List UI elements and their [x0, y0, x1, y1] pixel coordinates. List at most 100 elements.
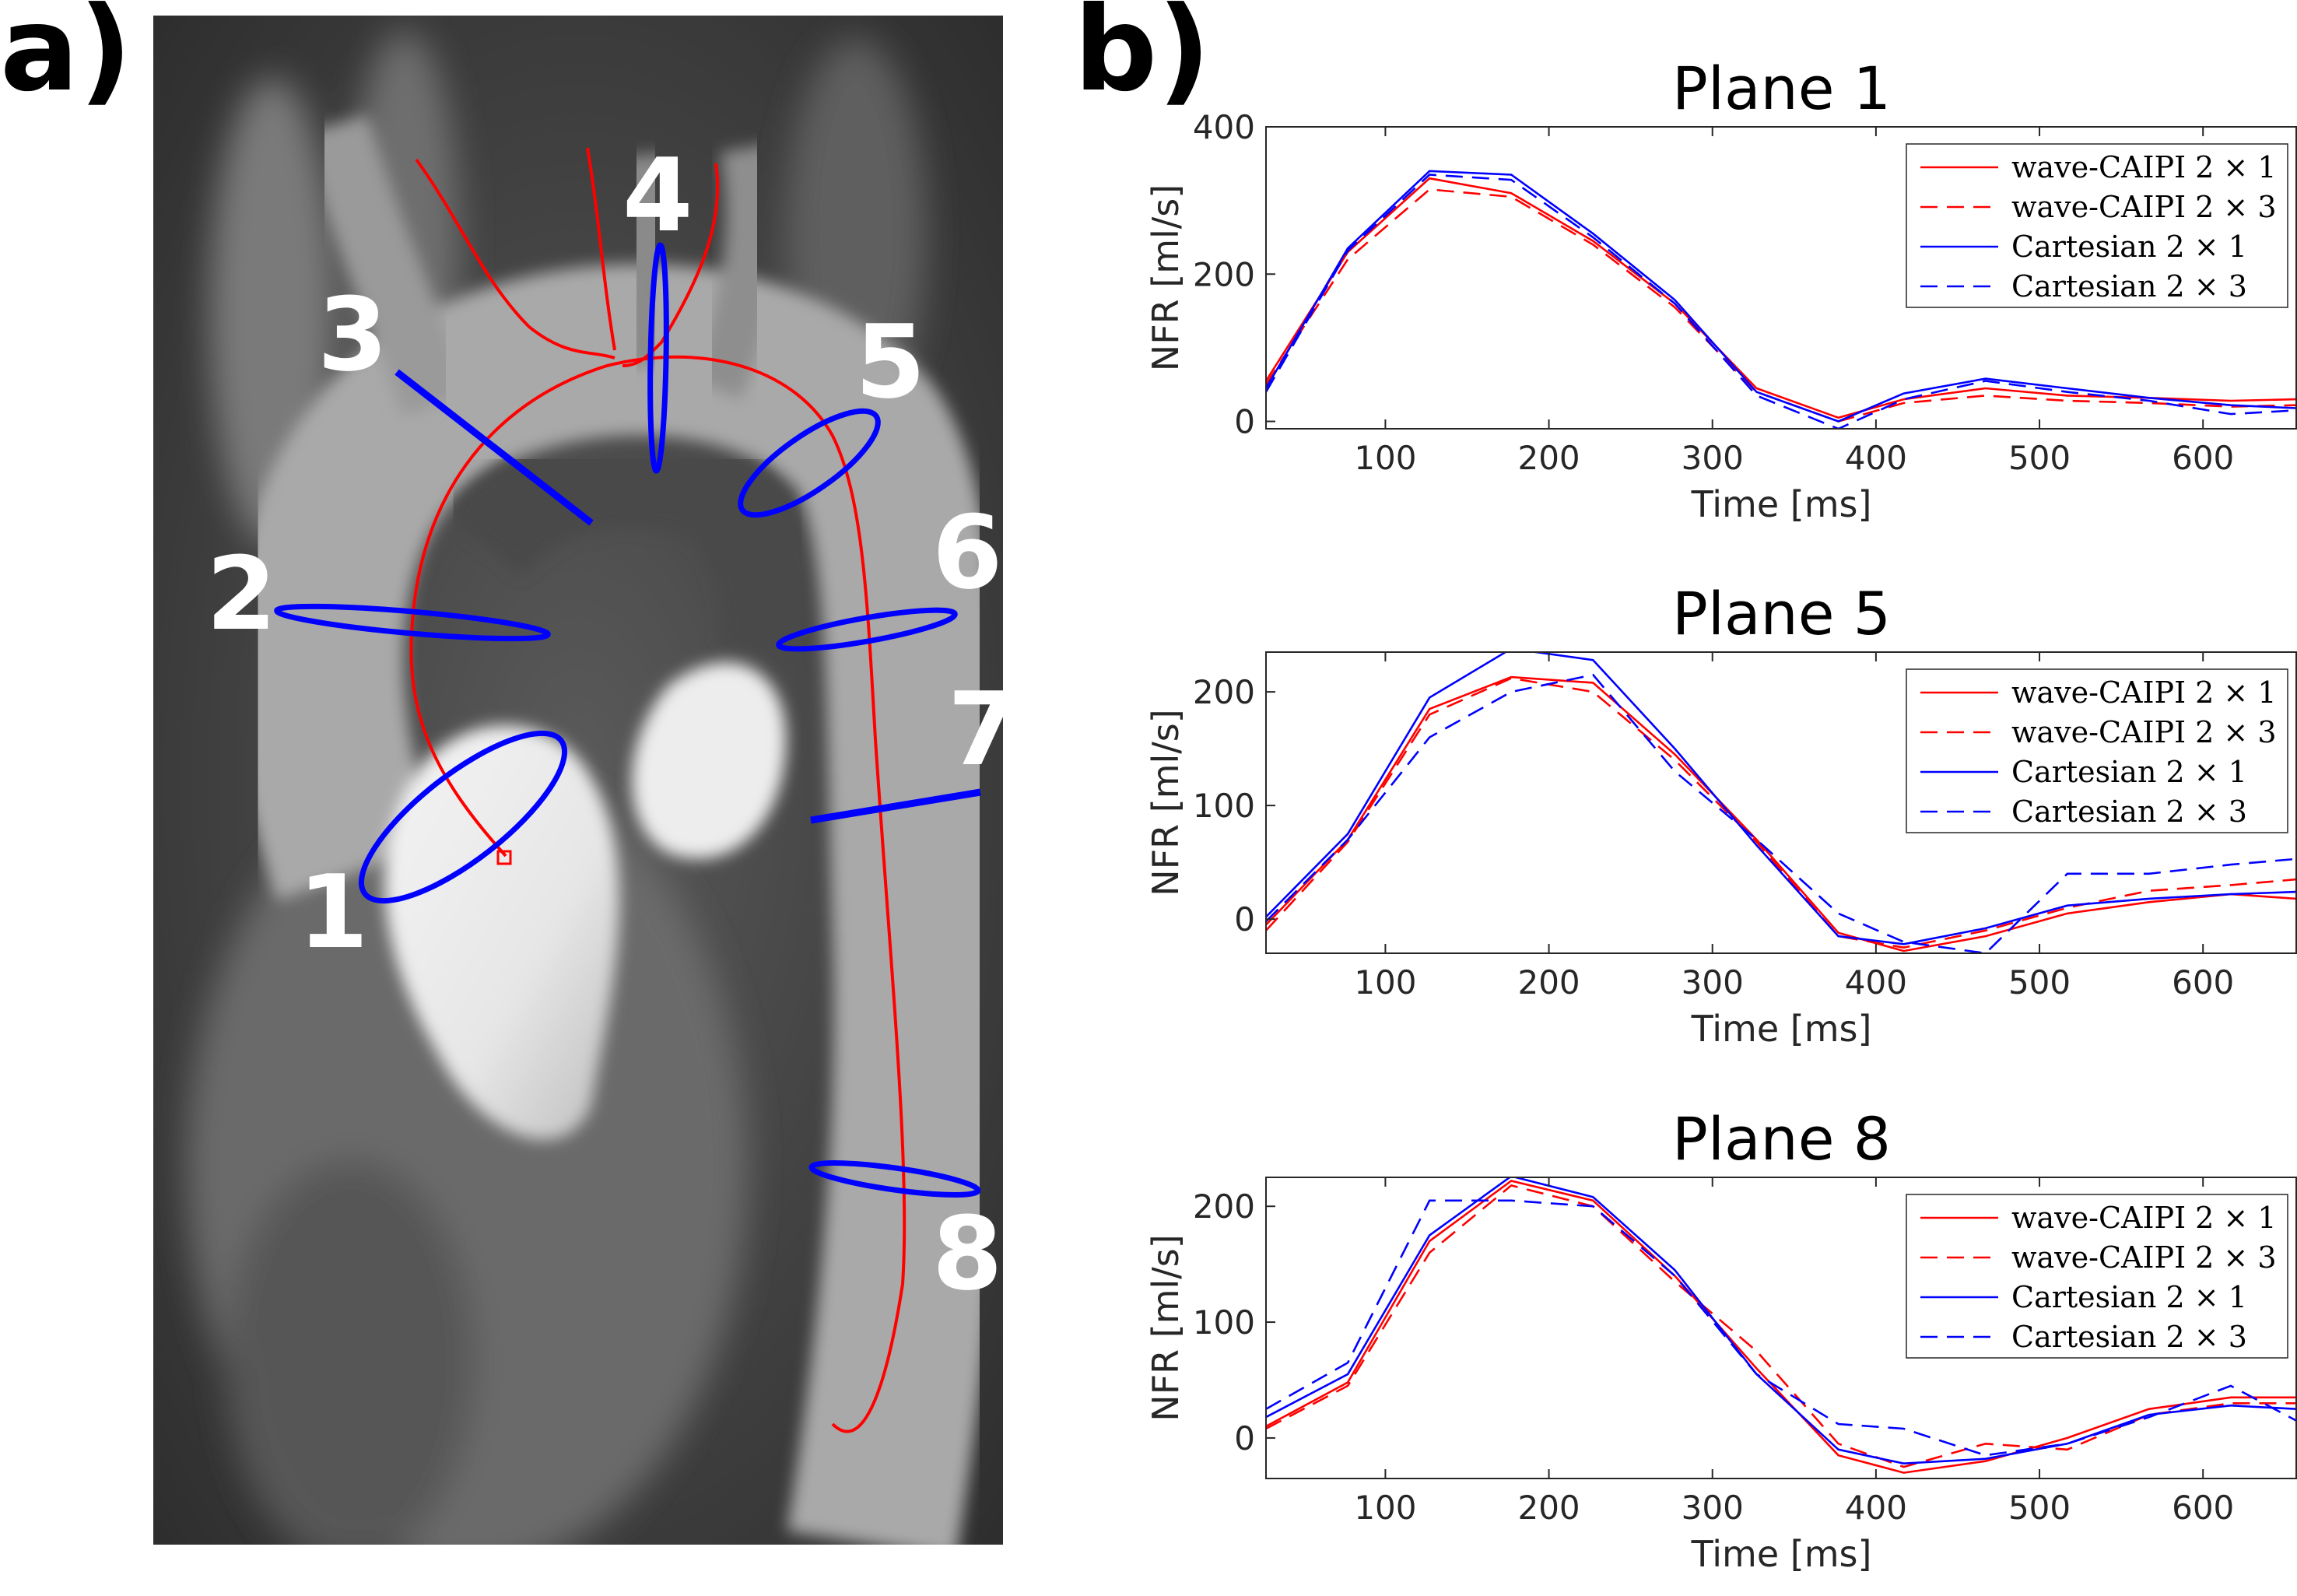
y-tick-label: 100 [1193, 787, 1255, 825]
bright-ventricle [384, 725, 620, 1140]
plane-outline-8 [808, 1160, 981, 1198]
legend-entry-2: wave-CAIPI 2 × 3 [2011, 1240, 2277, 1275]
y-axis-label: NFR [ml/s] [1145, 1234, 1187, 1421]
legend-entry-1: wave-CAIPI 2 × 1 [2011, 675, 2277, 710]
analysis-planes [274, 242, 981, 1198]
branch-centerline-1 [415, 158, 615, 360]
branch-centerline-3 [622, 163, 720, 367]
chart-title: Plane 8 [1672, 1104, 1891, 1173]
y-tick-label: 100 [1193, 1303, 1255, 1342]
x-tick-label: 300 [1682, 1489, 1744, 1527]
chart-1: Plane 1 100 200 300 400 500 600 0 200 400 Time [ms… [1145, 54, 2297, 525]
branch-centerline-2 [586, 147, 616, 351]
mri-image [153, 16, 1003, 1545]
series-line-2 [1266, 677, 2296, 949]
legend-box [1906, 143, 2288, 308]
legend-entry-2: wave-CAIPI 2 × 3 [2011, 190, 2277, 224]
x-axis-label: Time [ms] [1691, 1008, 1872, 1050]
plane-outline-4 [647, 242, 669, 474]
series-group [1266, 170, 2296, 429]
plane-number-7: 7 [948, 670, 1018, 788]
y-axis-label: NFR [ml/s] [1145, 184, 1187, 371]
series-line-1 [1266, 177, 2296, 419]
series-line-4 [1266, 1199, 2296, 1457]
panel-a-label: a) [0, 0, 132, 118]
series-group [1266, 1177, 2296, 1474]
y-axis-label: NFR [ml/s] [1145, 709, 1187, 896]
x-tick-label: 200 [1517, 963, 1580, 1001]
x-tick-label: 400 [1845, 439, 1907, 477]
y-tick-label: 200 [1193, 673, 1255, 711]
legend-entry-1: wave-CAIPI 2 × 1 [2011, 1201, 2277, 1235]
legend-entry-3: Cartesian 2 × 1 [2011, 230, 2247, 264]
legend-entry-2: wave-CAIPI 2 × 3 [2011, 715, 2277, 749]
axes-box [1265, 1177, 2297, 1479]
inner-arch-shadow [443, 426, 823, 662]
plane-outline-5 [738, 408, 881, 518]
legend-box [1906, 668, 2288, 833]
x-tick-label: 600 [2172, 439, 2234, 477]
legend-entry-1: wave-CAIPI 2 × 1 [2011, 150, 2277, 184]
series-line-1 [1266, 675, 2296, 952]
plane-number-4: 4 [622, 136, 693, 254]
plane-number-2: 2 [206, 535, 276, 653]
x-tick-label: 100 [1354, 963, 1416, 1001]
plane-outline-1 [358, 730, 568, 904]
aortic-arch [232, 264, 1003, 1545]
y-tick-label: 0 [1234, 900, 1255, 938]
x-tick-label: 100 [1354, 1489, 1416, 1527]
chart-2: Plane 5 100 200 300 400 500 600 0 100 200 Time [ms… [1145, 579, 2297, 1050]
x-axis-label: Time [ms] [1691, 483, 1872, 525]
x-tick-label: 500 [2008, 1489, 2071, 1527]
chart-panel: Plane 1 100 200 300 400 500 600 0 200 400 Time [ms… [1145, 54, 2297, 1575]
y-tick-label: 400 [1193, 108, 1255, 146]
x-tick-label: 100 [1354, 439, 1416, 477]
chart-3: Plane 8 100 200 300 400 500 600 0 100 200 Time [ms… [1145, 1104, 2297, 1575]
plane-number-3: 3 [317, 275, 388, 394]
x-tick-label: 300 [1682, 439, 1744, 477]
legend-entry-4: Cartesian 2 × 3 [2011, 269, 2247, 303]
x-axis-label: Time [ms] [1691, 1533, 1872, 1575]
plane-outline-7 [810, 788, 981, 824]
bright-atrium [632, 662, 786, 859]
axes-box [1265, 126, 2297, 430]
y-tick-label: 0 [1234, 403, 1255, 441]
plane-number-6: 6 [932, 493, 1002, 612]
axes-box [1265, 651, 2297, 954]
legend-entry-3: Cartesian 2 × 1 [2011, 755, 2247, 789]
plane-outline-6 [776, 607, 958, 652]
y-tick-label: 200 [1193, 1187, 1255, 1226]
x-tick-label: 500 [2008, 439, 2071, 477]
x-tick-label: 400 [1845, 1489, 1907, 1527]
x-tick-label: 400 [1845, 963, 1907, 1001]
x-tick-label: 600 [2172, 963, 2234, 1001]
plane-number-labels: 1 2 3 4 5 6 7 8 [206, 136, 1018, 1313]
x-tick-label: 600 [2172, 1489, 2234, 1527]
x-tick-label: 500 [2008, 963, 2071, 1001]
series-group [1266, 652, 2296, 953]
plane-number-5: 5 [855, 303, 925, 421]
chart-title: Plane 1 [1672, 54, 1891, 123]
x-tick-label: 200 [1517, 1489, 1580, 1527]
centerline-start-marker [496, 850, 512, 865]
panel-b-label: b) [1074, 0, 1211, 118]
chart-title: Plane 5 [1672, 579, 1891, 648]
legend-entry-3: Cartesian 2 × 1 [2011, 1280, 2247, 1314]
x-tick-label: 300 [1682, 963, 1744, 1001]
plane-number-1: 1 [298, 853, 368, 971]
legend-entry-4: Cartesian 2 × 3 [2011, 1320, 2247, 1354]
series-line-4 [1266, 174, 2296, 429]
plane-outline-3 [395, 369, 594, 526]
series-line-3 [1266, 652, 2296, 945]
series-line-3 [1266, 170, 2296, 423]
series-line-3 [1266, 1177, 2296, 1465]
x-tick-label: 200 [1517, 439, 1580, 477]
plane-number-8: 8 [932, 1194, 1002, 1313]
y-tick-label: 0 [1234, 1419, 1255, 1457]
plane-outline-2 [274, 603, 551, 642]
y-tick-label: 200 [1193, 255, 1255, 293]
legend-entry-4: Cartesian 2 × 3 [2011, 794, 2247, 829]
legend-box [1906, 1194, 2288, 1359]
